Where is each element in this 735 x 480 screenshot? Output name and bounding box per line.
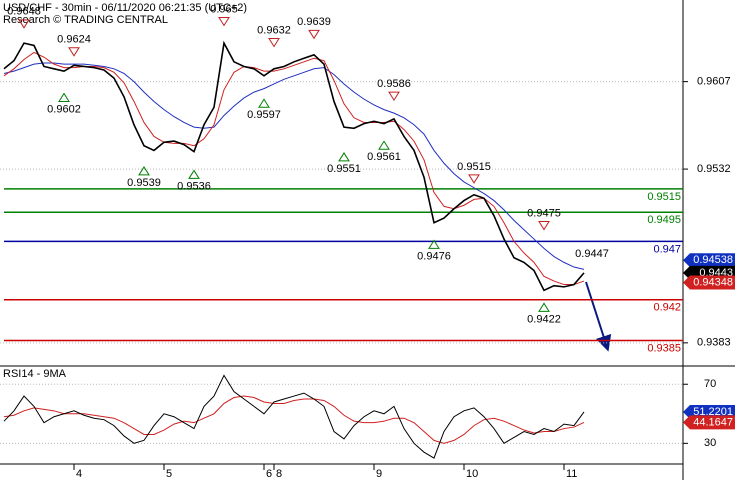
pivot-label: 0.9624 — [57, 34, 91, 46]
pivot-marker — [468, 174, 480, 184]
pivot-label: 0.9476 — [417, 250, 451, 262]
price-line — [3, 51, 585, 286]
pivot-label: 0.9551 — [327, 163, 361, 175]
price-tag — [683, 253, 735, 268]
price-tag-label: 0.94538 — [693, 254, 733, 266]
pivot-marker — [68, 47, 80, 57]
level-label: 0.942 — [653, 302, 681, 314]
rsi-line — [3, 395, 585, 444]
pivot-label: 0.9602 — [47, 103, 81, 115]
price-tag-label: 0.94348 — [693, 276, 733, 288]
level-label: 0.947 — [653, 243, 681, 255]
pivot-label: 0.9422 — [527, 313, 561, 325]
pivot-label: 0.9597 — [247, 109, 281, 121]
pivot-marker — [268, 37, 280, 48]
x-tick-label: 9 — [376, 468, 382, 480]
pivot-marker — [428, 239, 440, 249]
price-tag-label: 51.2201 — [693, 406, 733, 418]
pivot-label: 0.9561 — [367, 151, 401, 163]
pivot-marker — [138, 165, 150, 176]
chart-subtitle: Research © TRADING CENTRAL — [3, 14, 168, 26]
pivot-marker — [218, 16, 230, 27]
x-tick-label: 8 — [276, 468, 282, 480]
x-tick-label: 11 — [566, 468, 577, 480]
x-tick-label: 5 — [166, 468, 172, 480]
pivot-label: 0.9536 — [177, 180, 211, 192]
x-tick-label: 10 — [466, 468, 478, 480]
pivot-marker — [188, 169, 200, 179]
pivot-label: 0.9539 — [127, 177, 161, 189]
pivot-marker — [378, 140, 390, 150]
pivot-marker — [388, 91, 400, 102]
level-label: 0.9385 — [647, 342, 681, 354]
price-tag — [683, 275, 735, 290]
chart-title: USD/CHF - 30min - 06/11/2020 06:21:35 (U… — [3, 2, 247, 14]
pivot-marker — [308, 29, 320, 40]
pivot-label: 0.9586 — [377, 78, 411, 90]
price-tag-label: 44.1647 — [693, 416, 733, 428]
x-tick-label: 4 — [76, 468, 82, 480]
rsi-line — [3, 374, 585, 459]
forecast-arrow — [585, 281, 612, 352]
pivot-label: 0.965 — [210, 3, 238, 15]
pivot-label: 0.9639 — [297, 16, 331, 28]
rsi-tick-label: 70 — [704, 378, 716, 390]
price-line — [3, 40, 585, 292]
pivot-label: 0.9648 — [7, 6, 41, 18]
pivot-label: 0.9632 — [257, 24, 291, 36]
level-label: 0.9515 — [647, 191, 681, 203]
pivot-marker — [538, 221, 550, 231]
x-tick-label: 6 — [266, 468, 272, 480]
y-tick-label: 0.9607 — [697, 76, 731, 88]
price-line — [3, 62, 585, 270]
y-tick-label: 0.9383 — [697, 337, 731, 349]
pivot-label: 0.9515 — [457, 161, 491, 173]
rsi-tick-label: 30 — [704, 437, 716, 449]
pivot-marker — [538, 302, 550, 312]
level-label: 0.9495 — [647, 214, 681, 226]
pivot-marker — [58, 92, 70, 102]
pivot-label: 0.9447 — [575, 248, 609, 260]
price-tag — [683, 415, 735, 430]
pivot-marker — [18, 19, 30, 29]
pivot-marker — [258, 98, 270, 108]
pivot-marker — [338, 151, 350, 162]
pivot-label: 0.9475 — [527, 207, 561, 219]
rsi-title: RSI14 - 9MA — [3, 368, 67, 380]
y-tick-label: 0.9532 — [697, 163, 731, 175]
